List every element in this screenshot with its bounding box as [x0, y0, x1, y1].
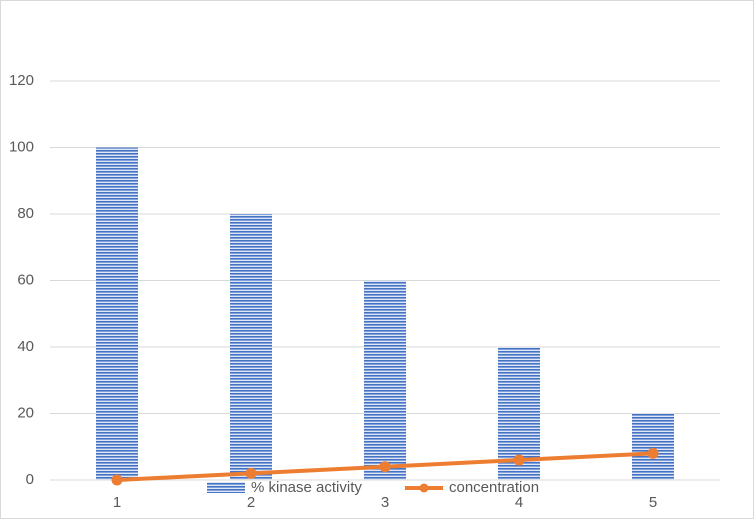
- line-marker: [245, 467, 257, 479]
- y-tick-label: 100: [9, 138, 34, 155]
- bar: [230, 214, 272, 480]
- bar: [632, 413, 674, 480]
- legend-swatch: [207, 482, 245, 493]
- legend-marker: [419, 483, 429, 493]
- legend-label: % kinase activity: [251, 479, 362, 496]
- x-tick-label: 5: [649, 494, 657, 511]
- y-tick-label: 60: [17, 271, 34, 288]
- legend-label: concentration: [449, 479, 539, 496]
- y-tick-label: 20: [17, 404, 34, 421]
- x-tick-label: 3: [381, 494, 389, 511]
- line-marker: [513, 454, 525, 466]
- y-tick-label: 0: [26, 471, 34, 488]
- y-tick-label: 80: [17, 205, 34, 222]
- line-marker: [379, 461, 391, 473]
- bar: [96, 147, 138, 480]
- line-marker: [111, 474, 123, 486]
- x-tick-label: 4: [515, 494, 523, 511]
- x-tick-label: 2: [247, 494, 255, 511]
- x-tick-label: 1: [113, 494, 121, 511]
- line-marker: [647, 447, 659, 459]
- y-tick-label: 40: [17, 338, 34, 355]
- bar: [364, 280, 406, 480]
- y-tick-label: 120: [9, 72, 34, 89]
